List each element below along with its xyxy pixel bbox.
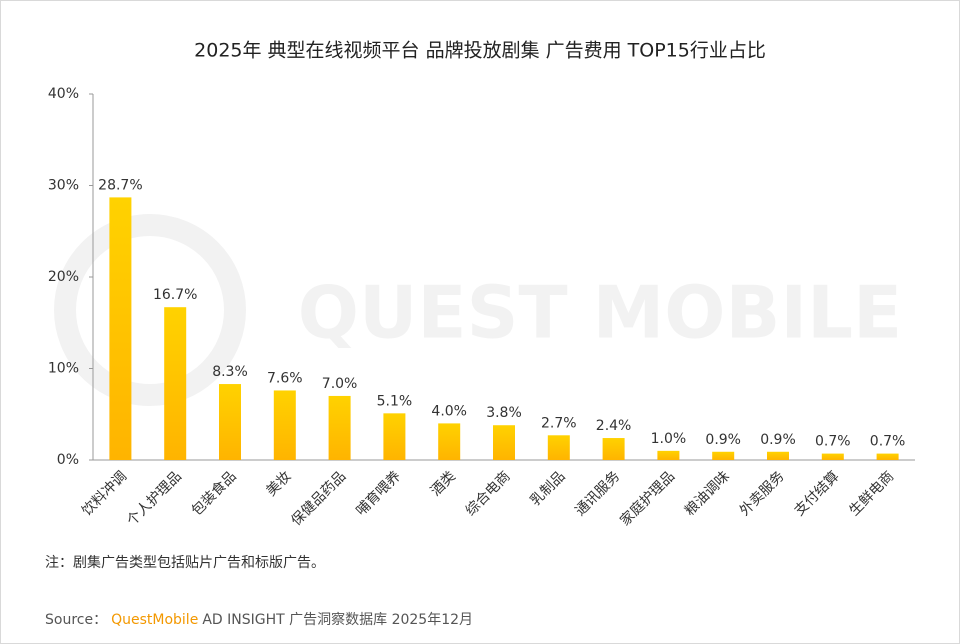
data-label: 0.9%: [705, 432, 741, 448]
y-tick-label: 20%: [48, 269, 79, 285]
data-label: 7.0%: [322, 376, 358, 392]
bar: [657, 450, 680, 460]
watermark: QUEST MOBILE: [298, 271, 902, 355]
data-label: 7.6%: [267, 370, 303, 386]
bar: [383, 413, 406, 460]
bar: [821, 453, 844, 460]
chart-title: 2025年 典型在线视频平台 品牌投放剧集 广告费用 TOP15行业占比: [194, 40, 766, 62]
data-label: 2.7%: [541, 415, 577, 431]
bar: [876, 453, 899, 460]
data-label: 0.9%: [760, 432, 796, 448]
data-label: 4.0%: [431, 403, 467, 419]
data-label: 28.7%: [98, 177, 142, 193]
bar: [109, 197, 132, 460]
bar: [164, 307, 187, 460]
watermark-logo: [54, 214, 246, 406]
bar: [273, 390, 296, 460]
bar: [328, 395, 351, 460]
y-tick-label: 40%: [48, 86, 79, 102]
bar: [438, 423, 461, 460]
bar: [493, 425, 515, 460]
data-label: 8.3%: [212, 364, 248, 380]
bar: [602, 438, 625, 460]
y-tick-label: 0%: [57, 452, 79, 468]
note: 注：剧集广告类型包括贴片广告和标版广告。: [45, 554, 325, 571]
bar: [767, 451, 789, 460]
y-tick-label: 30%: [48, 178, 79, 194]
y-tick-label: 10%: [48, 361, 79, 377]
data-label: 3.8%: [486, 405, 522, 421]
data-label: 1.0%: [651, 431, 687, 447]
bar: [547, 435, 570, 460]
data-label: 2.4%: [596, 418, 632, 434]
source-brand: QuestMobile: [111, 612, 198, 628]
data-label: 0.7%: [815, 434, 851, 450]
data-label: 16.7%: [153, 287, 197, 303]
source: Source： QuestMobile AD INSIGHT 广告洞察数据库 202…: [45, 611, 473, 628]
data-label: 0.7%: [870, 434, 906, 450]
bar: [219, 384, 241, 460]
bar: [712, 451, 735, 460]
source-rest: AD INSIGHT 广告洞察数据库 2025年12月: [202, 611, 473, 628]
data-label: 5.1%: [377, 393, 413, 409]
source-prefix: Source：: [45, 612, 107, 628]
